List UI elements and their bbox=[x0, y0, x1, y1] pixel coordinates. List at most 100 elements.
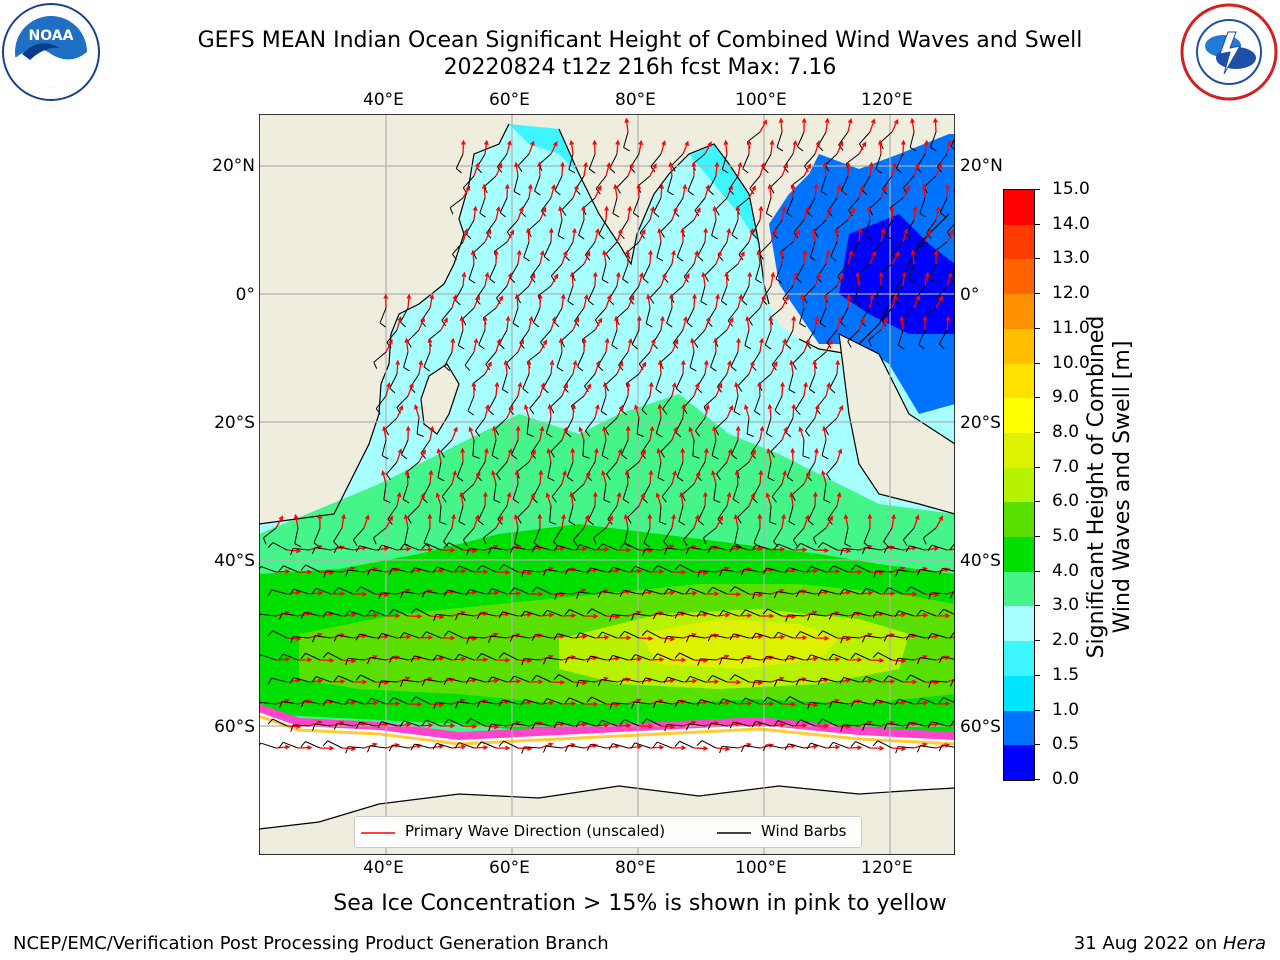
wind-barb-flag bbox=[949, 632, 955, 639]
wind-barb bbox=[770, 439, 783, 452]
wave-arrow-head bbox=[736, 337, 741, 343]
wave-direction-arrow bbox=[484, 273, 489, 287]
wind-barb-flag bbox=[542, 387, 549, 394]
wave-arrow-head bbox=[524, 404, 529, 410]
wave-arrow-head bbox=[705, 184, 710, 190]
wind-barb-flag bbox=[641, 409, 648, 416]
wave-direction-arrow bbox=[715, 747, 730, 750]
wave-arrow-head bbox=[879, 745, 885, 751]
wind-barb-flag bbox=[531, 586, 537, 593]
wind-barb-flag bbox=[586, 567, 591, 575]
wind-barb bbox=[527, 219, 541, 232]
wave-direction-arrow bbox=[561, 515, 565, 529]
wave-direction-arrow bbox=[605, 516, 613, 529]
wind-barb-flag bbox=[685, 675, 691, 683]
wind-barb-flag bbox=[905, 633, 910, 641]
wind-barb bbox=[854, 700, 871, 705]
wave-direction-arrow bbox=[748, 723, 762, 727]
wave-direction-arrow bbox=[579, 427, 585, 441]
wave-direction-arrow bbox=[594, 405, 599, 419]
wind-barb bbox=[381, 680, 398, 683]
wind-barb-flag bbox=[542, 609, 548, 617]
wave-direction-arrow bbox=[759, 206, 762, 221]
wind-barb bbox=[902, 175, 915, 189]
wave-arrow-head bbox=[339, 633, 345, 638]
wave-arrow-head bbox=[570, 655, 576, 660]
wind-barb-flag bbox=[707, 675, 713, 682]
wind-barb bbox=[754, 395, 761, 412]
wind-barb bbox=[480, 700, 497, 705]
wind-barb-flag bbox=[812, 537, 817, 545]
wave-arrow-head bbox=[701, 271, 707, 278]
wave-arrow-head bbox=[669, 678, 676, 684]
wave-arrow-head bbox=[692, 590, 698, 596]
wind-barb-flag bbox=[850, 564, 856, 571]
wave-arrow-head bbox=[836, 491, 842, 498]
wind-barb bbox=[874, 285, 882, 301]
wave-direction-arrow bbox=[649, 250, 652, 265]
wind-barb bbox=[370, 568, 387, 573]
wind-barb-flag bbox=[454, 565, 460, 572]
wave-direction-arrow bbox=[836, 637, 851, 640]
wind-barb bbox=[462, 307, 475, 320]
wave-arrow-head bbox=[395, 613, 401, 619]
wind-barb bbox=[883, 527, 893, 542]
wind-barb bbox=[898, 569, 915, 573]
wind-barb-flag bbox=[773, 631, 779, 639]
wind-barb-flag bbox=[485, 363, 491, 371]
wave-direction-arrow bbox=[514, 515, 519, 529]
wind-barb bbox=[897, 329, 904, 346]
wave-arrow-head bbox=[890, 591, 896, 597]
wave-arrow-head bbox=[933, 249, 939, 255]
wave-direction-arrow bbox=[946, 317, 950, 331]
wave-direction-arrow bbox=[528, 317, 533, 331]
wave-arrow-head bbox=[680, 699, 687, 705]
wind-barb bbox=[578, 219, 585, 236]
wave-arrow-head bbox=[491, 470, 496, 476]
wind-barb-flag bbox=[520, 699, 526, 706]
wave-direction-arrow bbox=[528, 273, 535, 287]
wave-arrow-head bbox=[388, 515, 393, 521]
wave-arrow-head bbox=[765, 492, 771, 498]
wave-arrow-head bbox=[713, 721, 719, 726]
wind-barb-flag bbox=[916, 569, 921, 576]
wave-direction-arrow bbox=[319, 571, 334, 574]
wave-arrow-head bbox=[452, 470, 457, 476]
wind-barb-flag bbox=[861, 547, 866, 555]
wind-barb-flag bbox=[554, 592, 558, 600]
wave-direction-arrow bbox=[803, 569, 817, 573]
wind-barb-flag bbox=[597, 365, 604, 372]
wind-barb-flag bbox=[912, 252, 918, 260]
wave-arrow-head bbox=[317, 632, 323, 638]
wind-barb-flag bbox=[513, 191, 521, 196]
wind-barb bbox=[348, 698, 365, 705]
wind-barb-flag bbox=[883, 546, 888, 554]
wave-arrow-head bbox=[559, 546, 566, 551]
wave-arrow-head bbox=[824, 117, 830, 124]
wind-barb bbox=[375, 395, 387, 409]
wind-barb bbox=[423, 351, 431, 368]
wind-barb bbox=[712, 675, 728, 683]
wave-arrow-head bbox=[835, 656, 841, 662]
wind-barb bbox=[771, 483, 783, 497]
wind-barb bbox=[315, 587, 332, 595]
wave-arrow-head bbox=[847, 117, 853, 124]
wind-barb bbox=[601, 439, 607, 456]
wind-barb bbox=[558, 674, 574, 683]
wind-barb-flag bbox=[829, 387, 836, 394]
wind-barb bbox=[516, 461, 530, 473]
wind-barb bbox=[755, 720, 772, 727]
wave-arrow-head bbox=[780, 546, 786, 552]
wave-direction-arrow bbox=[406, 470, 409, 485]
wind-barb bbox=[645, 307, 651, 324]
wind-barb bbox=[392, 744, 409, 749]
wave-direction-arrow bbox=[396, 548, 411, 551]
wave-direction-arrow bbox=[626, 470, 629, 485]
wind-barb bbox=[753, 527, 761, 544]
wind-barb bbox=[822, 542, 838, 551]
wave-arrow-head bbox=[779, 634, 786, 640]
wind-barb bbox=[782, 285, 794, 299]
wave-direction-arrow bbox=[660, 317, 664, 331]
wind-barb bbox=[788, 743, 805, 749]
wind-barb bbox=[557, 544, 574, 551]
